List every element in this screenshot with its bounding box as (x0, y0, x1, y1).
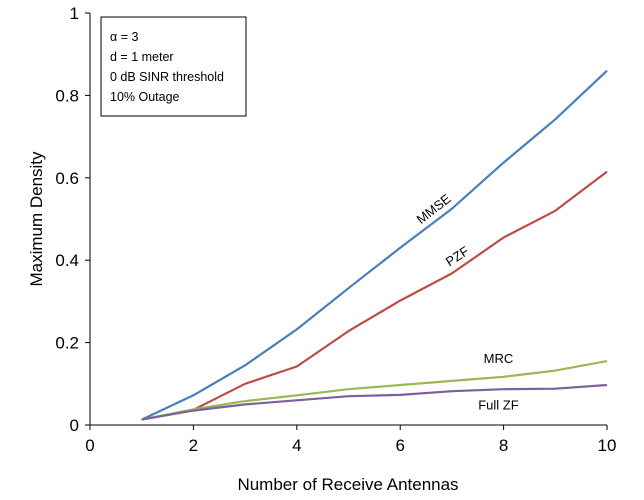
annotation-box: α = 3 d = 1 meter 0 dB SINR threshold 10… (100, 16, 247, 117)
y-tick-label: 0.4 (55, 251, 79, 270)
x-tick-label: 4 (292, 436, 301, 455)
series-label: PZF (443, 243, 472, 269)
series-line (141, 383, 608, 421)
annotation-line: d = 1 meter (110, 50, 174, 64)
series-lines (141, 69, 608, 421)
y-tick-label: 0.2 (55, 334, 79, 353)
x-tick-label: 2 (189, 436, 198, 455)
y-tick-label: 0.8 (55, 86, 79, 105)
series-line (141, 360, 608, 421)
x-tick-label: 6 (395, 436, 404, 455)
annotation-line: 0 dB SINR threshold (110, 70, 224, 84)
series-label: MRC (484, 351, 514, 366)
x-tick-label: 0 (85, 436, 94, 455)
y-tick-label: 0 (70, 416, 79, 435)
y-axis: 0 0.2 0.4 0.6 0.8 1 (55, 4, 91, 435)
series-line (141, 170, 608, 421)
x-axis-title: Number of Receive Antennas (237, 475, 458, 494)
series-line (141, 69, 608, 421)
y-tick-label: 0.6 (55, 169, 79, 188)
x-axis: 0 2 4 6 8 10 (85, 424, 617, 455)
annotation-line: α = 3 (110, 30, 138, 44)
x-tick-label: 10 (598, 436, 617, 455)
annotation-line: 10% Outage (110, 90, 180, 104)
series-label: Full ZF (478, 397, 519, 412)
annotation-frame (100, 16, 247, 117)
y-tick-label: 1 (70, 4, 79, 23)
y-axis-title: Maximum Density (27, 151, 46, 287)
x-tick-label: 8 (499, 436, 508, 455)
